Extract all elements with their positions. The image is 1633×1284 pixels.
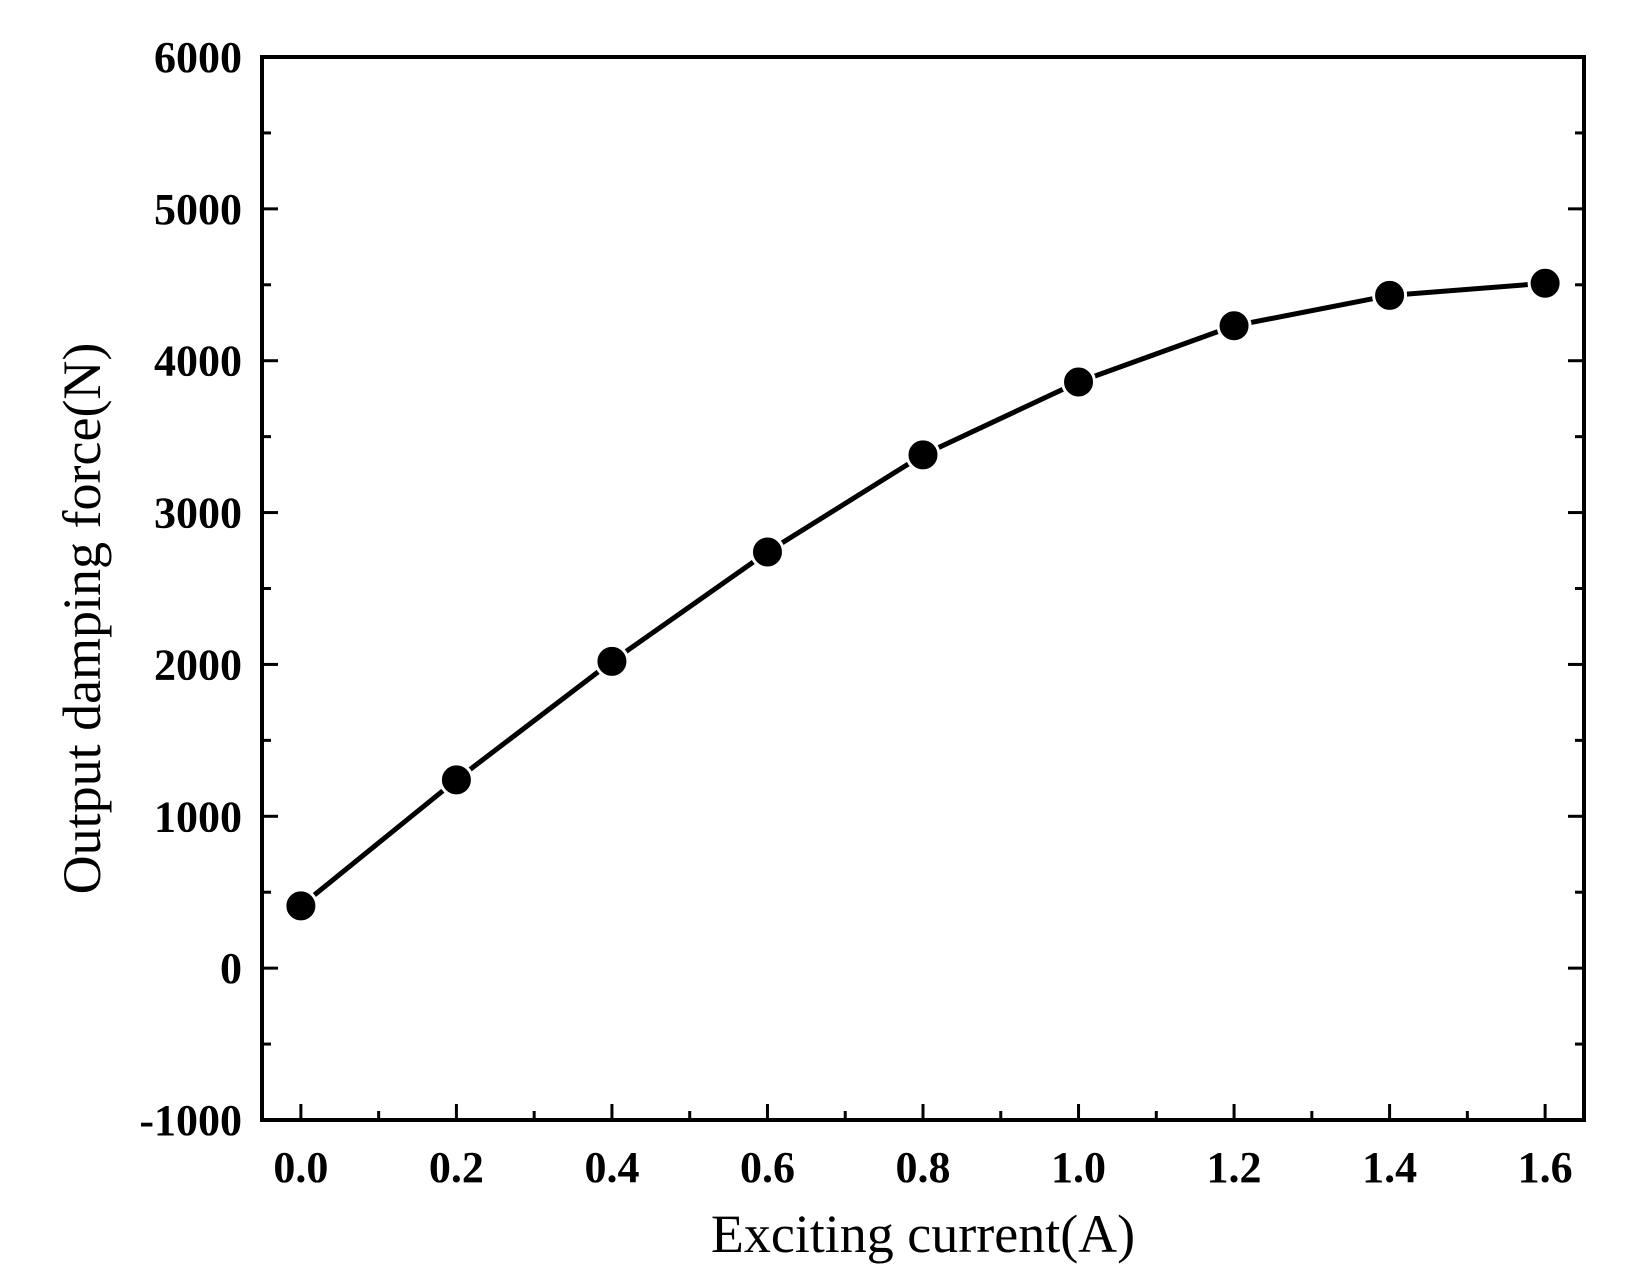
data-point xyxy=(283,888,319,924)
data-point xyxy=(1372,277,1408,313)
x-axis-title: Exciting current(A) xyxy=(711,1204,1135,1264)
data-point xyxy=(594,643,630,679)
series-layer xyxy=(283,265,1563,924)
y-tick-label: 0 xyxy=(220,944,242,993)
x-tick-label: 1.4 xyxy=(1362,1143,1417,1192)
data-point xyxy=(749,534,785,570)
y-tick-label: -1000 xyxy=(139,1096,242,1145)
x-tick-label: 0.8 xyxy=(896,1143,951,1192)
x-tick-label: 1.0 xyxy=(1051,1143,1106,1192)
x-tick-labels: 0.0 0.2 0.4 0.6 0.8 1.0 1.2 1.4 1.6 xyxy=(273,1143,1572,1192)
series-line xyxy=(299,280,1546,908)
x-tick-label: 0.2 xyxy=(429,1143,484,1192)
y-axis-title: Output damping force(N) xyxy=(52,343,112,895)
y-tick-label: 5000 xyxy=(154,185,242,234)
y-tick-label: 4000 xyxy=(154,337,242,386)
x-tick-label: 0.0 xyxy=(273,1143,328,1192)
x-tick-label: 1.2 xyxy=(1207,1143,1262,1192)
data-point xyxy=(438,762,474,798)
y-tick-label: 3000 xyxy=(154,489,242,538)
x-tick-label: 1.6 xyxy=(1518,1143,1573,1192)
x-tick-label: 0.4 xyxy=(584,1143,639,1192)
y-tick-label: 1000 xyxy=(154,792,242,841)
data-point xyxy=(1527,265,1563,301)
x-tick-label: 0.6 xyxy=(740,1143,795,1192)
y-tick-label: 2000 xyxy=(154,640,242,689)
data-point xyxy=(1061,364,1097,400)
plot-frame xyxy=(260,55,1586,1122)
ticks-layer xyxy=(262,55,1584,1122)
data-point xyxy=(905,437,941,473)
y-tick-label: 6000 xyxy=(154,33,242,82)
y-tick-labels: -1000 0 1000 2000 3000 4000 5000 6000 xyxy=(139,33,242,1145)
data-point xyxy=(1216,308,1252,344)
